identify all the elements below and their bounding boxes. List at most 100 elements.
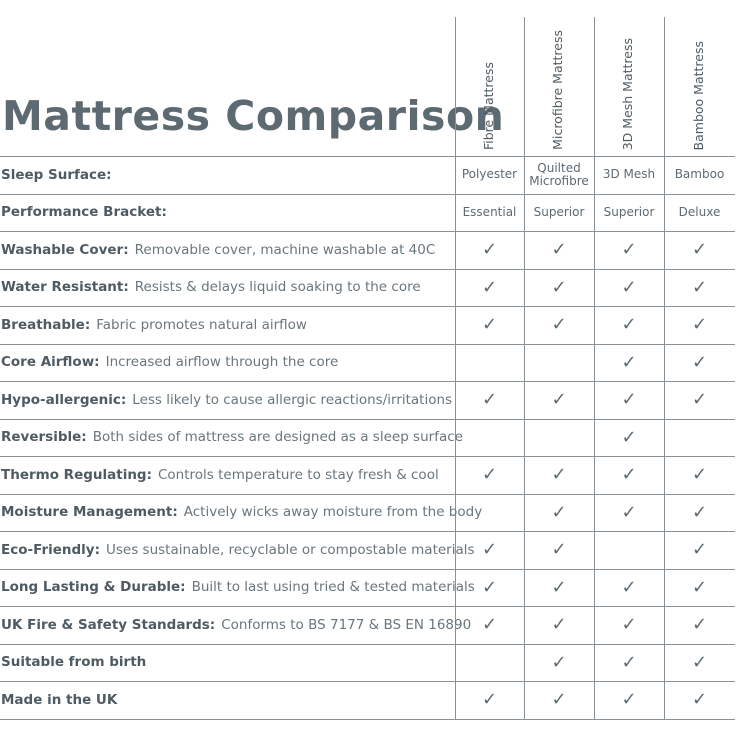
check-mark: ✓ [621, 239, 637, 261]
row-divider [0, 343, 735, 345]
row-label: Moisture Management: Actively wicks away … [1, 494, 482, 532]
column-header: Microfibre Mattress [550, 30, 565, 150]
row-label: Thermo Regulating: Controls temperature t… [1, 456, 439, 494]
check-mark: ✓ [551, 539, 567, 561]
cell-text: Quilted Microfibre [529, 160, 589, 188]
check-mark: ✓ [691, 314, 708, 336]
row-divider [0, 493, 735, 495]
check-mark: ✓ [481, 276, 498, 298]
feature-name: Core Airflow: [1, 354, 100, 371]
row-divider [0, 456, 735, 457]
column-header: 3D Mesh Mattress [620, 37, 635, 150]
check-mark: ✓ [621, 501, 637, 523]
check-mark: ✓ [481, 614, 498, 636]
cell-text: Essential [462, 204, 517, 219]
row-divider [0, 681, 735, 682]
check-mark: ✓ [481, 314, 498, 336]
check-mark: ✓ [551, 314, 567, 336]
row-divider [0, 381, 735, 382]
column-header: Bamboo Mattress [690, 40, 706, 150]
check-mark: ✓ [481, 389, 498, 411]
row-label: Breathable: Fabric promotes natural airfl… [1, 306, 307, 344]
check-mark: ✓ [551, 651, 567, 673]
feature-description: Uses sustainable, recyclable or composta… [106, 541, 475, 558]
feature-description: Increased airflow through the core [105, 354, 339, 371]
cell-text: Superior [533, 204, 585, 219]
row-label: Made in the UK [1, 681, 123, 719]
column-divider [524, 17, 525, 719]
row-label: Sleep Surface: [1, 156, 118, 194]
row-divider [0, 531, 735, 532]
feature-description: Both sides of mattress are designed as a… [92, 429, 463, 446]
feature-description: Removable cover, machine washable at 40C [134, 241, 436, 258]
check-mark: ✓ [691, 389, 708, 411]
feature-description: Actively wicks away moisture from the bo… [183, 504, 483, 521]
check-mark: ✓ [691, 651, 708, 673]
check-mark: ✓ [551, 239, 567, 261]
check-mark: ✓ [551, 614, 567, 636]
row-divider [0, 643, 735, 645]
row-label: Suitable from birth [1, 644, 152, 682]
feature-description: Conforms to BS 7177 & BS EN 16890 [221, 616, 472, 633]
check-mark: ✓ [551, 276, 567, 298]
feature-name: Eco-Friendly: [1, 541, 101, 558]
row-label: Core Airflow: Increased airflow through t… [1, 344, 338, 382]
feature-description: Resists & delays liquid soaking to the c… [134, 279, 421, 296]
check-mark: ✓ [551, 689, 567, 711]
check-mark: ✓ [621, 651, 637, 673]
row-label: UK Fire & Safety Standards: Conforms to B… [1, 606, 471, 644]
row-divider [0, 606, 735, 607]
feature-name: Breathable: [1, 316, 91, 333]
page-title: Mattress Comparison [2, 92, 505, 140]
feature-description: Controls temperature to stay fresh & coo… [158, 466, 439, 483]
check-mark: ✓ [691, 464, 708, 486]
row-label: Long Lasting & Durable: Built to last usi… [1, 569, 475, 607]
row-divider [0, 268, 735, 270]
check-mark: ✓ [481, 239, 498, 261]
row-label: Performance Bracket: [1, 194, 173, 232]
check-mark: ✓ [481, 464, 498, 486]
feature-description: Fabric promotes natural airflow [96, 316, 307, 333]
feature-description: Built to last using tried & tested mater… [191, 579, 475, 596]
check-mark: ✓ [621, 464, 637, 486]
row-divider [0, 156, 735, 157]
column-divider [594, 17, 595, 719]
row-divider [0, 418, 735, 420]
feature-name: Hypo-allergenic: [1, 391, 127, 408]
feature-name: UK Fire & Safety Standards: [1, 616, 216, 633]
check-mark: ✓ [551, 576, 567, 598]
row-label: Washable Cover: Removable cover, machine … [1, 231, 435, 269]
feature-name: Washable Cover: [1, 241, 129, 258]
check-mark: ✓ [621, 389, 637, 411]
cell-text: Polyester [461, 167, 518, 182]
feature-name: Performance Bracket: [1, 204, 167, 221]
check-mark: ✓ [691, 576, 708, 598]
check-mark: ✓ [621, 276, 637, 298]
check-mark: ✓ [621, 614, 637, 636]
row-divider [0, 718, 735, 720]
check-mark: ✓ [481, 689, 498, 711]
column-header: Fibre Mattress [480, 61, 496, 150]
row-divider [0, 231, 735, 232]
check-mark: ✓ [621, 351, 637, 373]
feature-name: Long Lasting & Durable: [1, 579, 186, 596]
check-mark: ✓ [621, 689, 637, 711]
check-mark: ✓ [691, 614, 708, 636]
cell-text: Bamboo [674, 167, 725, 182]
row-label: Eco-Friendly: Uses sustainable, recyclabl… [1, 531, 475, 569]
check-mark: ✓ [551, 389, 567, 411]
feature-name: Sleep Surface: [1, 166, 112, 183]
column-divider [664, 17, 665, 719]
check-mark: ✓ [621, 576, 637, 598]
row-divider [0, 568, 735, 570]
feature-name: Suitable from birth [1, 654, 147, 671]
check-mark: ✓ [691, 239, 708, 261]
check-mark: ✓ [691, 501, 708, 523]
cell-text: Deluxe [678, 204, 721, 219]
feature-name: Moisture Management: [1, 504, 178, 521]
check-mark: ✓ [481, 576, 498, 598]
row-divider [0, 193, 735, 195]
feature-name: Reversible: [1, 429, 87, 446]
row-label: Reversible: Both sides of mattress are de… [1, 419, 463, 457]
